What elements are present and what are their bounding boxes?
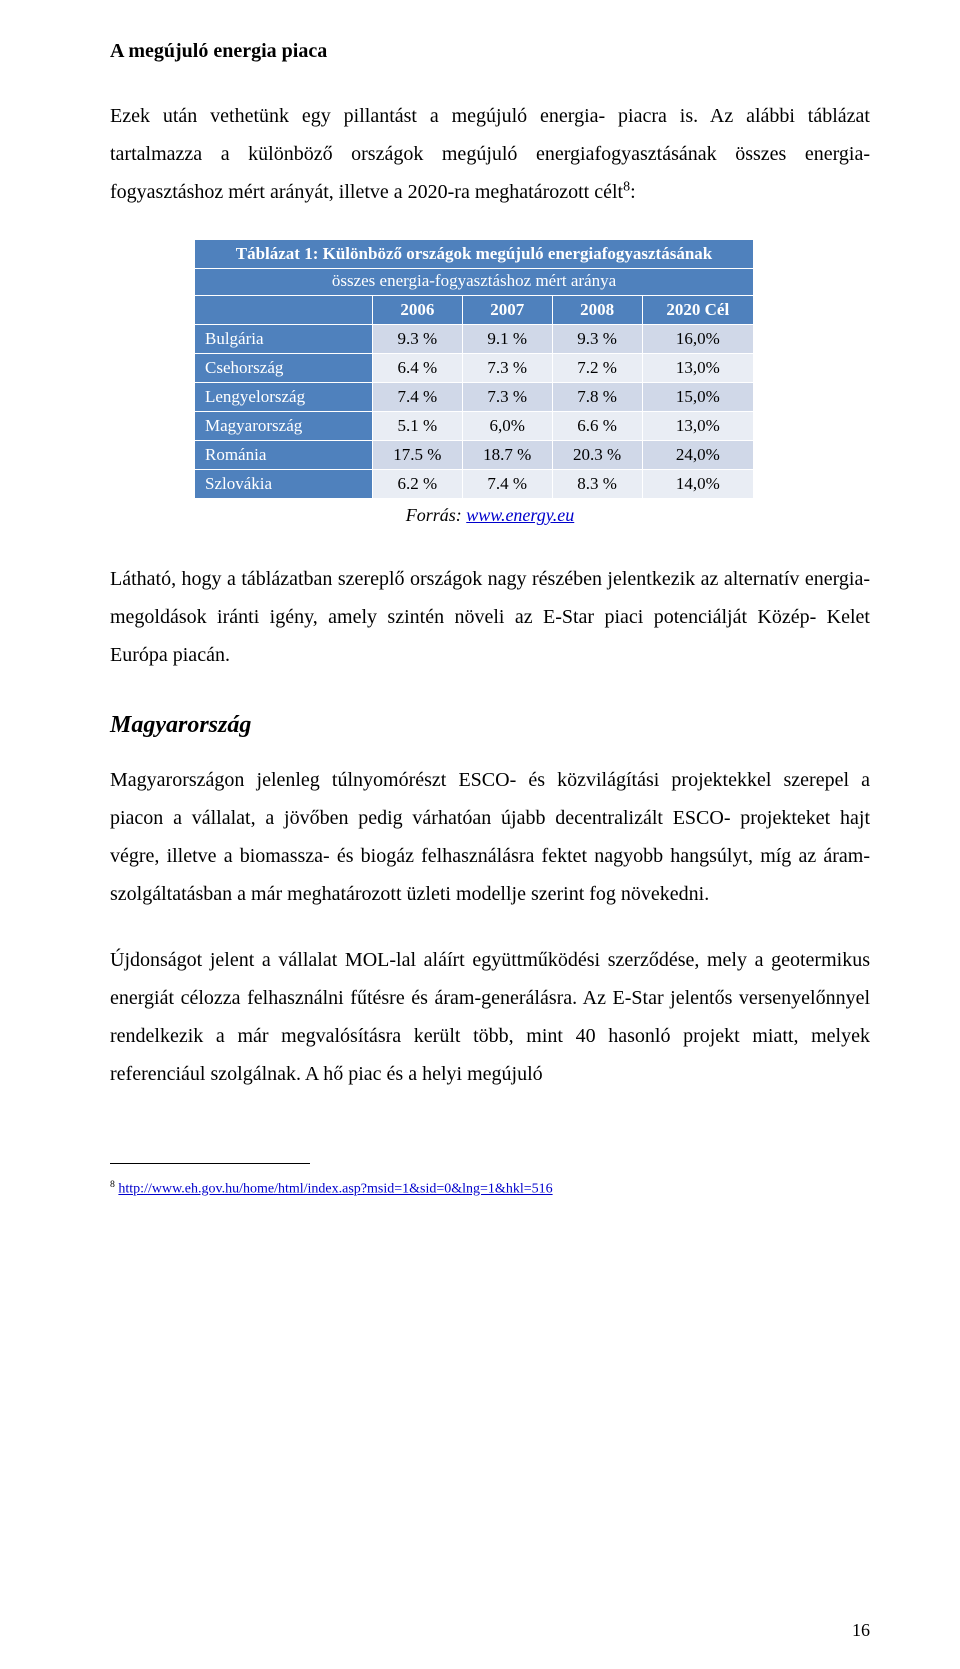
value-cell: 6.6 % xyxy=(552,412,642,441)
intro-paragraph: Ezek után vethetünk egy pillantást a meg… xyxy=(110,97,870,211)
table-row: Magyarország5.1 %6,0%6.6 %13,0% xyxy=(195,412,754,441)
table-row: Csehország6.4 %7.3 %7.2 %13,0% xyxy=(195,354,754,383)
para1-text-a: Ezek után vethetünk egy pillantást a meg… xyxy=(110,105,870,203)
value-cell: 13,0% xyxy=(642,354,753,383)
value-cell: 17.5 % xyxy=(372,441,462,470)
row-name-cell: Bulgária xyxy=(195,325,373,354)
table-header-blank xyxy=(195,296,373,325)
energy-table: Táblázat 1: Különböző országok megújuló … xyxy=(194,239,754,499)
value-cell: 14,0% xyxy=(642,470,753,499)
source-label: Forrás: xyxy=(406,505,467,525)
value-cell: 13,0% xyxy=(642,412,753,441)
col-header: 2007 xyxy=(462,296,552,325)
page: A megújuló energia piaca Ezek után vethe… xyxy=(0,0,960,1669)
table-row: Bulgária9.3 %9.1 %9.3 %16,0% xyxy=(195,325,754,354)
value-cell: 6.4 % xyxy=(372,354,462,383)
hungary-paragraph-2: Újdonságot jelent a vállalat MOL-lal alá… xyxy=(110,941,870,1093)
table-row: Románia17.5 %18.7 %20.3 %24,0% xyxy=(195,441,754,470)
table-row: Lengyelország7.4 %7.3 %7.8 %15,0% xyxy=(195,383,754,412)
value-cell: 9.1 % xyxy=(462,325,552,354)
value-cell: 18.7 % xyxy=(462,441,552,470)
value-cell: 7.4 % xyxy=(462,470,552,499)
value-cell: 5.1 % xyxy=(372,412,462,441)
table-caption-row: Táblázat 1: Különböző országok megújuló … xyxy=(195,240,754,269)
table-header-row: 2006 2007 2008 2020 Cél xyxy=(195,296,754,325)
para1-text-b: : xyxy=(630,181,636,203)
col-header: 2008 xyxy=(552,296,642,325)
col-header: 2020 Cél xyxy=(642,296,753,325)
table-row: Szlovákia6.2 %7.4 %8.3 %14,0% xyxy=(195,470,754,499)
footnote: 8 http://www.eh.gov.hu/home/html/index.a… xyxy=(110,1178,870,1199)
value-cell: 20.3 % xyxy=(552,441,642,470)
value-cell: 8.3 % xyxy=(552,470,642,499)
value-cell: 15,0% xyxy=(642,383,753,412)
row-name-cell: Románia xyxy=(195,441,373,470)
value-cell: 9.3 % xyxy=(372,325,462,354)
footnote-link[interactable]: http://www.eh.gov.hu/home/html/index.asp… xyxy=(118,1182,552,1197)
table-source: Forrás: www.energy.eu xyxy=(110,505,870,526)
value-cell: 7.4 % xyxy=(372,383,462,412)
value-cell: 6.2 % xyxy=(372,470,462,499)
value-cell: 7.8 % xyxy=(552,383,642,412)
row-name-cell: Lengyelország xyxy=(195,383,373,412)
conclusion-paragraph: Látható, hogy a táblázatban szereplő ors… xyxy=(110,560,870,674)
section-title: A megújuló energia piaca xyxy=(110,40,870,63)
value-cell: 7.3 % xyxy=(462,354,552,383)
table-body: Bulgária9.3 %9.1 %9.3 %16,0%Csehország6.… xyxy=(195,325,754,499)
table-caption-row2: összes energia-fogyasztáshoz mért aránya xyxy=(195,269,754,296)
value-cell: 16,0% xyxy=(642,325,753,354)
row-name-cell: Magyarország xyxy=(195,412,373,441)
footnote-number: 8 xyxy=(110,1179,115,1190)
page-number: 16 xyxy=(852,1620,870,1641)
source-link[interactable]: www.energy.eu xyxy=(466,505,574,525)
value-cell: 24,0% xyxy=(642,441,753,470)
subheading-hungary: Magyarország xyxy=(110,712,870,739)
row-name-cell: Szlovákia xyxy=(195,470,373,499)
hungary-paragraph-1: Magyarországon jelenleg túlnyomórészt ES… xyxy=(110,761,870,913)
value-cell: 7.3 % xyxy=(462,383,552,412)
col-header: 2006 xyxy=(372,296,462,325)
footnote-separator xyxy=(110,1163,310,1164)
row-name-cell: Csehország xyxy=(195,354,373,383)
value-cell: 7.2 % xyxy=(552,354,642,383)
table-caption-line1: Táblázat 1: Különböző országok megújuló … xyxy=(195,240,754,269)
value-cell: 9.3 % xyxy=(552,325,642,354)
value-cell: 6,0% xyxy=(462,412,552,441)
table-wrapper: Táblázat 1: Különböző országok megújuló … xyxy=(194,239,754,499)
table-caption-line2: összes energia-fogyasztáshoz mért aránya xyxy=(195,269,754,296)
